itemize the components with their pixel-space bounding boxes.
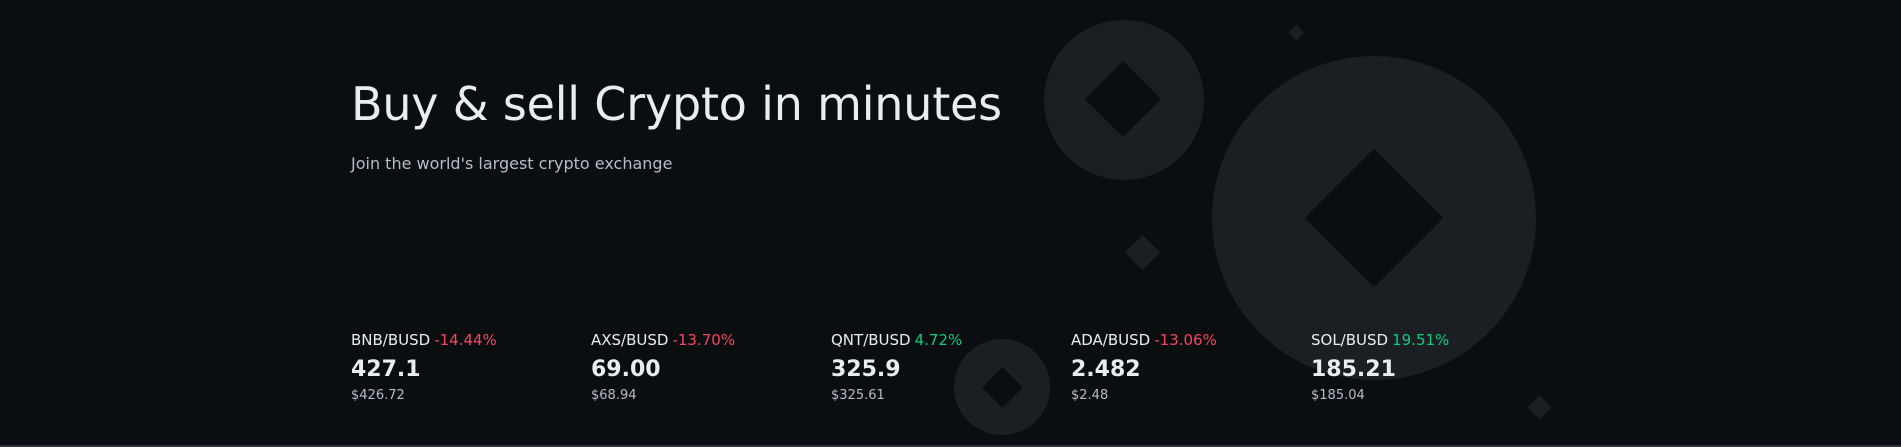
last-price: 325.9 [831,357,901,382]
market-ticker-list: BNB/BUSD -14.44% 427.1 $426.72 AXS/BUSD -1… [351,330,1551,410]
last-price: 427.1 [351,357,421,382]
price-change: -13.70% [672,331,736,349]
usd-price: $68.94 [591,388,637,403]
divider [0,445,1901,447]
pair-name: ADA/BUSD [1071,331,1151,349]
pair-name: SOL/BUSD [1311,331,1389,349]
market-card-axs[interactable]: AXS/BUSD -13.70% 69.00 $68.94 [591,330,811,410]
usd-price: $325.61 [831,388,885,403]
usd-price: $426.72 [351,388,405,403]
price-change: 19.51% [1392,331,1450,349]
price-change: -14.44% [434,331,497,349]
hero-subtitle: Join the world's largest crypto exchange [351,154,673,173]
market-card-bnb[interactable]: BNB/BUSD -14.44% 427.1 $426.72 [351,330,571,410]
pair-name: BNB/BUSD [351,331,431,349]
last-price: 69.00 [591,357,661,382]
pair-name: QNT/BUSD [831,331,911,349]
hero-content: Buy & sell Crypto in minutes Join the wo… [351,0,1551,445]
market-card-sol[interactable]: SOL/BUSD 19.51% 185.21 $185.04 [1311,330,1531,410]
coin-icon [1044,20,1204,180]
last-price: 185.21 [1311,357,1396,382]
price-change: -13.06% [1154,331,1217,349]
coin-icon [1212,56,1536,380]
price-change: 4.72% [914,331,963,349]
last-price: 2.482 [1071,357,1141,382]
hero-title: Buy & sell Crypto in minutes [351,77,1002,131]
market-card-ada[interactable]: ADA/BUSD -13.06% 2.482 $2.48 [1071,330,1291,410]
coin-icon [954,339,1050,435]
usd-price: $185.04 [1311,388,1365,403]
usd-price: $2.48 [1071,388,1109,403]
pair-name: AXS/BUSD [591,331,669,349]
market-card-qnt[interactable]: QNT/BUSD 4.72% 325.9 $325.61 [831,330,1051,410]
